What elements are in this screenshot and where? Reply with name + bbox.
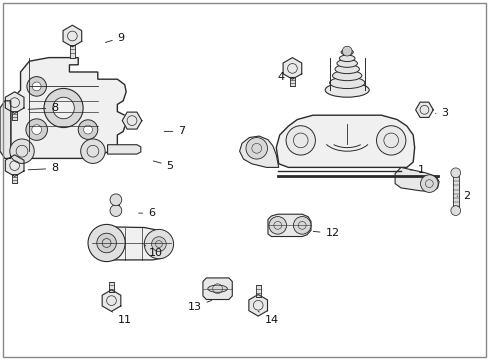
Polygon shape: [276, 115, 414, 167]
Polygon shape: [122, 112, 142, 129]
Circle shape: [44, 89, 83, 127]
Circle shape: [26, 119, 47, 140]
Text: 14: 14: [258, 311, 278, 325]
Circle shape: [83, 125, 92, 134]
Circle shape: [32, 125, 41, 134]
Polygon shape: [102, 290, 121, 311]
Circle shape: [81, 139, 105, 163]
Circle shape: [342, 46, 351, 56]
Circle shape: [88, 224, 125, 262]
Polygon shape: [203, 278, 232, 300]
Polygon shape: [5, 92, 24, 113]
Text: 9: 9: [105, 33, 124, 43]
Text: 7: 7: [164, 126, 185, 136]
Circle shape: [144, 229, 173, 259]
Polygon shape: [70, 45, 75, 58]
Polygon shape: [11, 58, 126, 158]
Circle shape: [450, 168, 460, 178]
Circle shape: [110, 205, 122, 216]
Text: 10: 10: [144, 245, 162, 258]
Text: 1: 1: [409, 165, 424, 175]
Text: 13: 13: [187, 301, 211, 312]
Polygon shape: [0, 101, 11, 158]
Polygon shape: [289, 77, 294, 86]
Polygon shape: [267, 214, 310, 237]
Circle shape: [10, 139, 34, 163]
Polygon shape: [63, 25, 81, 47]
Polygon shape: [452, 173, 458, 211]
Ellipse shape: [334, 65, 359, 74]
Circle shape: [78, 120, 98, 139]
Polygon shape: [89, 227, 171, 260]
Ellipse shape: [341, 50, 352, 55]
Circle shape: [27, 77, 46, 96]
Text: 8: 8: [28, 163, 58, 174]
Polygon shape: [283, 58, 301, 79]
Text: 2: 2: [456, 191, 469, 201]
Polygon shape: [113, 200, 119, 211]
Polygon shape: [12, 174, 17, 183]
Circle shape: [285, 126, 315, 155]
Polygon shape: [394, 167, 438, 192]
Circle shape: [376, 126, 405, 155]
Polygon shape: [107, 145, 141, 154]
Circle shape: [97, 233, 116, 253]
Ellipse shape: [325, 83, 368, 97]
Polygon shape: [415, 102, 432, 117]
Circle shape: [268, 217, 286, 234]
Text: 12: 12: [313, 228, 339, 238]
Circle shape: [32, 82, 41, 91]
Polygon shape: [239, 136, 278, 167]
Text: 8: 8: [28, 103, 58, 113]
Text: 6: 6: [139, 208, 155, 218]
Circle shape: [450, 206, 460, 216]
Ellipse shape: [207, 285, 227, 292]
Circle shape: [110, 194, 122, 206]
Ellipse shape: [332, 71, 361, 81]
Circle shape: [293, 217, 310, 234]
Polygon shape: [5, 155, 24, 176]
Text: 4: 4: [277, 72, 295, 82]
Polygon shape: [12, 111, 17, 120]
Ellipse shape: [339, 55, 354, 62]
Circle shape: [53, 97, 74, 119]
Ellipse shape: [336, 59, 357, 67]
Text: 3: 3: [435, 108, 447, 118]
Text: 5: 5: [153, 161, 173, 171]
Polygon shape: [248, 294, 267, 316]
Polygon shape: [255, 285, 260, 297]
Polygon shape: [109, 282, 114, 292]
Circle shape: [420, 175, 437, 192]
Circle shape: [245, 138, 267, 159]
Text: 11: 11: [111, 311, 131, 325]
Ellipse shape: [329, 77, 364, 89]
Circle shape: [151, 237, 166, 251]
